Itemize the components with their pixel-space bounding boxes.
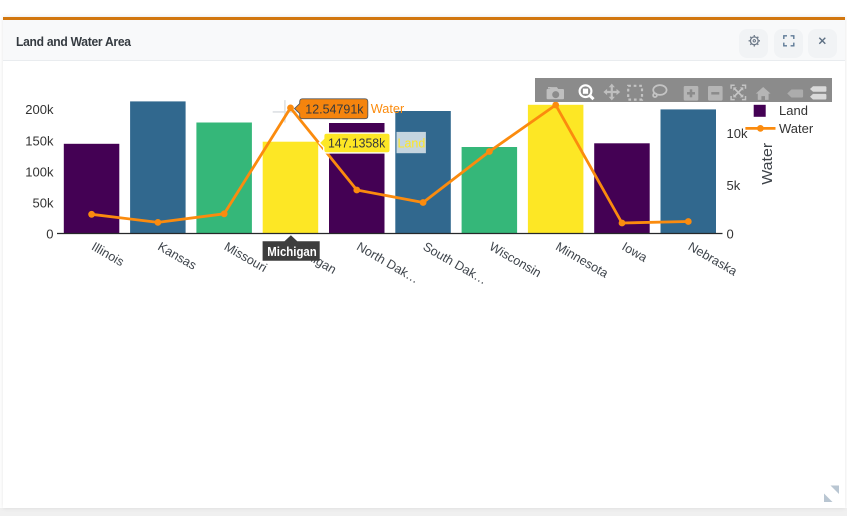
svg-text:Land: Land (779, 103, 808, 118)
svg-text:12.54791k: 12.54791k (305, 101, 364, 116)
svg-text:Water: Water (760, 143, 776, 185)
svg-text:Land: Land (398, 135, 426, 150)
svg-text:Water: Water (779, 121, 814, 136)
svg-text:Wisconsin: Wisconsin (487, 239, 544, 280)
svg-text:0: 0 (727, 227, 734, 242)
svg-text:South Dak…: South Dak… (421, 239, 490, 287)
svg-text:Illinois: Illinois (89, 239, 126, 269)
svg-text:Missouri: Missouri (222, 239, 270, 275)
svg-text:Iowa: Iowa (620, 239, 650, 264)
svg-text:5k: 5k (727, 178, 741, 193)
svg-text:147.1358k: 147.1358k (328, 136, 386, 151)
svg-text:100k: 100k (25, 165, 54, 180)
svg-text:10k: 10k (727, 126, 748, 141)
svg-text:Michigan: Michigan (267, 245, 317, 259)
svg-text:Minnesota: Minnesota (553, 239, 610, 280)
svg-text:Nebraska: Nebraska (686, 239, 740, 278)
svg-text:200k: 200k (25, 102, 54, 117)
svg-text:Kansas: Kansas (155, 239, 198, 272)
svg-text:North Dak…: North Dak… (354, 239, 421, 286)
svg-text:Water: Water (371, 101, 405, 116)
svg-text:150k: 150k (25, 133, 54, 148)
svg-text:50k: 50k (33, 196, 54, 211)
svg-text:0: 0 (46, 227, 53, 242)
